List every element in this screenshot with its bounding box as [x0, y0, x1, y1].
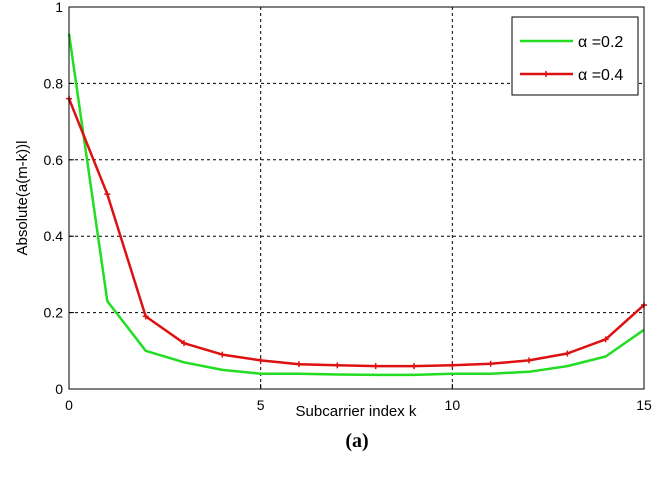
y-tick-label: 0.2: [44, 305, 64, 321]
y-tick-label: 0.8: [44, 75, 64, 91]
series-line-0: [67, 33, 645, 377]
y-tick-label: 0.6: [44, 152, 64, 168]
series-1-point: [449, 362, 456, 369]
series-layer: [66, 33, 647, 377]
series-1-point: [181, 340, 187, 347]
series-1-point: [372, 363, 379, 370]
x-tick-label: 5: [257, 397, 265, 413]
series-1-point: [526, 357, 532, 364]
series-1-point: [564, 350, 571, 357]
x-tick-label: 0: [65, 397, 73, 413]
y-axis-label: Absolute(a(m-k))l: [14, 140, 31, 255]
plot-frame: [68, 6, 645, 390]
series-1-point: [142, 313, 149, 320]
series-1-point: [104, 191, 111, 198]
x-tick-label: 10: [445, 397, 461, 413]
series-1-point: [334, 362, 341, 369]
series-1-point: [487, 360, 494, 367]
axis-ticks: 0 5 10 15 0 0.2 0.4 0.6 0.8 1: [44, 0, 652, 413]
legend-label-alpha-0-2: α =0.2: [578, 34, 623, 51]
x-axis-label: Subcarrier index k: [296, 403, 417, 420]
legend-label-alpha-0-4: α =0.4: [578, 67, 623, 84]
series-1-point: [602, 336, 609, 343]
y-tick-label: 0: [55, 381, 63, 397]
legend-marker-alpha-0-4: [543, 71, 549, 77]
series-1-point: [219, 351, 226, 358]
x-tick-label: 15: [636, 397, 652, 413]
grid-lines: [69, 7, 644, 389]
y-tick-label: 1: [55, 0, 63, 15]
series-1-point: [411, 363, 417, 370]
legend-box: [511, 16, 639, 96]
series-line-1: [67, 98, 645, 368]
legend: α =0.2 α =0.4: [511, 16, 639, 96]
y-tick-label: 0.4: [44, 228, 64, 244]
figure-caption: (a): [345, 430, 368, 452]
series-1-point: [257, 357, 264, 364]
series-1-point: [296, 361, 302, 368]
